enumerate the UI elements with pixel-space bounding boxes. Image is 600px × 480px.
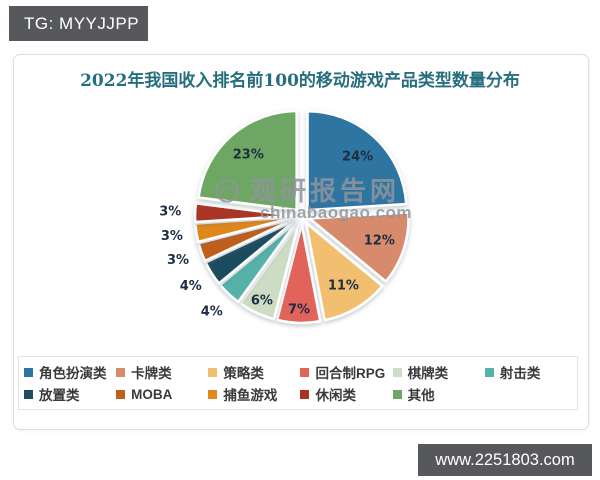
chart-title: 2022年我国收入排名前100的移动游戏产品类型数量分布 (80, 71, 520, 91)
legend-swatch-icon (208, 389, 218, 399)
legend-swatch-icon (116, 389, 126, 399)
legend-swatch-icon (208, 367, 218, 377)
legend-swatch-icon (300, 367, 310, 377)
legend-item-5: 射击类 (484, 362, 575, 382)
legend-label: 卡牌类 (131, 366, 172, 381)
legend-swatch-icon (116, 367, 126, 377)
legend-item-4: 棋牌类 (392, 362, 483, 382)
legend-label: 策略类 (223, 366, 264, 381)
legend-item-2: 策略类 (208, 362, 298, 382)
legend-swatch-icon (392, 367, 402, 377)
legend-swatch-icon (24, 389, 33, 399)
legend-item-0: 角色扮演类 (24, 362, 114, 382)
legend-label: 棋牌类 (407, 366, 449, 381)
legend-item-7: MOBA (116, 384, 206, 404)
legend-item-9: 休闲类 (300, 384, 390, 404)
legend-label: 休闲类 (315, 388, 356, 403)
legend-label: 放置类 (39, 388, 80, 403)
tg-watermark-text: TG: MYYJJPP (24, 13, 140, 33)
site-watermark-badge: www.2251803.com (418, 444, 592, 476)
legend-item-6: 放置类 (24, 384, 114, 404)
legend-label: MOBA (131, 386, 173, 402)
legend-item-10: 其他 (392, 384, 483, 404)
legend-item-3: 回合制RPG (300, 362, 390, 382)
legend-label: 射击类 (499, 366, 541, 381)
legend-swatch-icon (300, 389, 310, 399)
tg-watermark-badge: TG: MYYJJPP (9, 6, 148, 41)
legend-item-1: 卡牌类 (116, 362, 206, 382)
legend-item-8: 捕鱼游戏 (208, 384, 298, 404)
legend-label: 捕鱼游戏 (223, 388, 278, 403)
legend-swatch-icon (24, 367, 33, 377)
legend-swatch-icon (484, 367, 494, 377)
chart-legend: 角色扮演类 卡牌类 策略类 回合制RPG 棋牌类 射击类放置类 MOBA 捕鱼游戏 休闲类 其他 (18, 356, 578, 410)
legend-label: 回合制RPG (315, 366, 386, 381)
legend-swatch-icon (392, 389, 402, 399)
site-watermark-text: www.2251803.com (435, 450, 575, 469)
legend-label: 角色扮演类 (39, 366, 107, 381)
legend-label: 其他 (407, 388, 435, 403)
